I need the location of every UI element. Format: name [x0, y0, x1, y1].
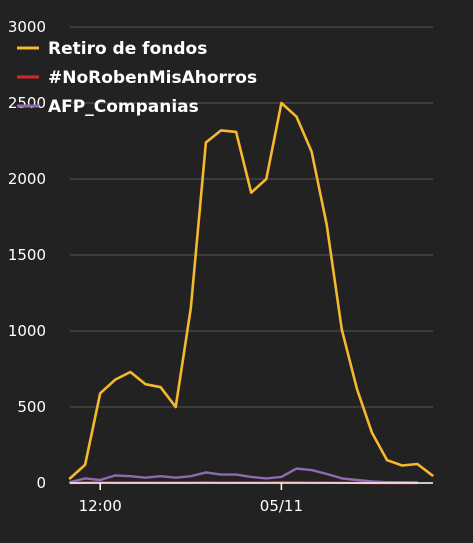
x-tick-label: 12:00 — [79, 497, 122, 515]
series-lines — [68, 101, 434, 485]
y-tick-label: 500 — [17, 398, 46, 416]
y-tick-label: 2000 — [8, 170, 46, 188]
legend-label[interactable]: #NoRobenMisAhorros — [48, 68, 257, 88]
x-tick-label: 05/11 — [260, 497, 303, 515]
y-tick-label: 2500 — [8, 94, 46, 112]
gridlines — [70, 26, 433, 408]
y-tick-label: 1000 — [8, 322, 46, 340]
legend-label[interactable]: Retiro de fondos — [48, 39, 207, 59]
y-tick-label: 3000 — [8, 18, 46, 36]
y-tick-label: 1500 — [8, 246, 46, 264]
x-axis-ticks: 12:00 05/11 — [79, 483, 303, 515]
series-line-0[interactable] — [68, 101, 434, 480]
legend-label[interactable]: AFP_Companias — [48, 97, 199, 117]
y-axis-tick-labels: 0 500 1000 1500 2000 2500 3000 — [8, 18, 46, 492]
y-tick-label: 0 — [36, 474, 46, 492]
series-line-2[interactable] — [68, 467, 419, 484]
legend: Retiro de fondos #NoRobenMisAhorros AFP_Co… — [17, 39, 257, 117]
